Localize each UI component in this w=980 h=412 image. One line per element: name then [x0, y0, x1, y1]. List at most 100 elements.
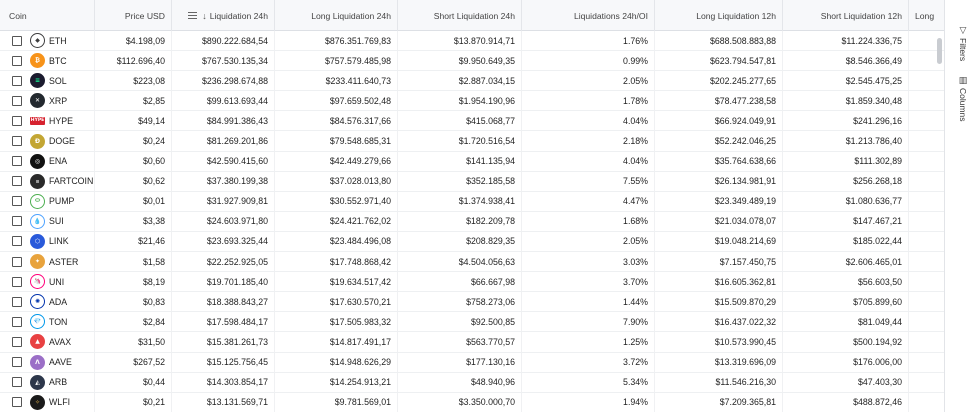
table-row[interactable]: Ð DOGE $0,24 $81.269.201,86 $79.548.685,31 $1… — [0, 131, 944, 152]
cell-short-liquidation-12h: $8.546.366,49 — [783, 51, 909, 71]
row-select-checkbox[interactable] — [12, 377, 22, 388]
table-row[interactable]: ⬭ PUMP $0,01 $31.927.909,81 $30.552.971,40 $1… — [0, 191, 944, 212]
row-select-checkbox[interactable] — [12, 35, 22, 46]
table-row[interactable]: ₿ BTC $112.696,40 $767.530.135,34 $757.579.4… — [0, 51, 944, 72]
filters-tab[interactable]: ▽ Filters — [951, 25, 975, 62]
row-select-checkbox[interactable] — [12, 276, 22, 287]
cell-coin: 💧 SUI — [0, 211, 95, 231]
ada-logo-icon: ✺ — [30, 294, 45, 310]
cell-short-liquidation-12h: $241.296,16 — [783, 111, 909, 131]
cell-long-liquidation-24h: $17.505.983,32 — [275, 312, 398, 332]
cell-long-liquidation-12h: $16.437.022,32 — [655, 312, 783, 332]
cell-liquidations-oi: 1.78% — [522, 91, 655, 111]
cell-price: $49,14 — [95, 111, 172, 131]
row-select-checkbox[interactable] — [12, 216, 22, 227]
row-select-checkbox[interactable] — [12, 75, 22, 86]
header-coin[interactable]: Coin — [0, 0, 95, 31]
aster-logo-icon: ✦ — [30, 254, 45, 270]
table-row[interactable]: ✺ ADA $0,83 $18.388.843,27 $17.630.570,21 $75… — [0, 292, 944, 313]
cell-long-liquidation-12h: $35.764.638,66 — [655, 151, 783, 171]
cell-price: $2,84 — [95, 312, 172, 332]
row-select-checkbox[interactable] — [12, 95, 22, 106]
cell-short-liquidation-24h: $352.185,58 — [398, 171, 522, 191]
cell-short-liquidation-24h: $177.130,16 — [398, 352, 522, 372]
row-select-checkbox[interactable] — [12, 256, 22, 267]
cell-price: $0,21 — [95, 392, 172, 412]
cell-long-liquidation-12h: $15.509.870,29 — [655, 292, 783, 312]
coin-symbol: AAVE — [49, 357, 72, 368]
cell-liquidation-24h: $13.131.569,71 — [172, 392, 275, 412]
row-select-checkbox[interactable] — [12, 236, 22, 247]
header-price-usd[interactable]: Price USD — [95, 0, 172, 31]
column-menu-icon[interactable] — [188, 12, 198, 19]
wlfi-logo-icon: ✧ — [30, 394, 45, 410]
avax-logo-icon: ▲ — [30, 334, 45, 350]
table-row[interactable]: 💎 TON $2,84 $17.598.484,17 $17.505.983,32 $92… — [0, 312, 944, 333]
table-row[interactable]: ◎ ENA $0,60 $42.590.415,60 $42.449.279,66 $14… — [0, 151, 944, 172]
header-short-liquidation-24h[interactable]: Short Liquidation 24h — [398, 0, 522, 31]
table-row[interactable]: ◆ ETH $4.198,09 $890.222.684,54 $876.351.769… — [0, 31, 944, 52]
table-row[interactable]: ⬡ LINK $21,46 $23.693.325,44 $23.484.496,08 $… — [0, 231, 944, 253]
row-select-checkbox[interactable] — [12, 336, 22, 347]
cell-liquidation-24h: $17.598.484,17 — [172, 312, 275, 332]
ena-logo-icon: ◎ — [30, 153, 45, 169]
cell-truncated — [909, 172, 944, 191]
row-select-checkbox[interactable] — [12, 196, 22, 207]
row-select-checkbox[interactable] — [12, 55, 22, 66]
table-row[interactable]: 🦄 UNI $8,19 $19.701.185,40 $19.634.517,42 $66… — [0, 272, 944, 293]
coin-symbol: XRP — [49, 95, 68, 106]
cell-truncated — [909, 152, 944, 171]
cell-price: $8,19 — [95, 272, 172, 292]
header-long12-label: Long Liquidation 12h — [696, 10, 776, 21]
table-row[interactable]: ▲ AVAX $31,50 $15.381.261,73 $14.817.491,17 $… — [0, 332, 944, 353]
filter-funnel-icon: ▽ — [959, 25, 967, 35]
sui-logo-icon: 💧 — [30, 213, 45, 229]
table-row[interactable]: ✦ ASTER $1,58 $22.252.925,05 $17.748.868,42 $… — [0, 252, 944, 273]
cell-long-liquidation-12h: $19.048.214,69 — [655, 231, 783, 252]
header-long-liquidation-12h[interactable]: Long Liquidation 12h — [655, 0, 783, 31]
header-short-liquidation-12h[interactable]: Short Liquidation 12h — [783, 0, 909, 31]
vertical-scrollbar-thumb[interactable] — [937, 38, 942, 64]
header-long-liquidation-24h[interactable]: Long Liquidation 24h — [275, 0, 398, 31]
coin-symbol: PUMP — [49, 196, 75, 207]
cell-price: $4.198,09 — [95, 31, 172, 51]
cell-short-liquidation-24h: $208.829,35 — [398, 231, 522, 252]
row-select-checkbox[interactable] — [12, 136, 22, 147]
row-select-checkbox[interactable] — [12, 296, 22, 307]
cell-price: $31,50 — [95, 332, 172, 352]
table-row[interactable]: ✕ XRP $2,85 $99.613.693,44 $97.659.502,48 $1.… — [0, 91, 944, 112]
row-select-checkbox[interactable] — [12, 115, 22, 126]
grid-header: Coin Price USD ↓ Liquidation 24h Long Li… — [0, 0, 944, 31]
cell-liquidation-24h: $37.380.199,38 — [172, 171, 275, 191]
table-row[interactable]: ▪ FARTCOIN $0,62 $37.380.199,38 $37.028.013,… — [0, 171, 944, 192]
table-row[interactable]: ≡ SOL $223,08 $236.298.674,88 $233.411.640,7… — [0, 71, 944, 92]
row-select-checkbox[interactable] — [12, 397, 22, 408]
table-row[interactable]: ✧ WLFI $0,21 $13.131.569,71 $9.781.569,01 $3.… — [0, 392, 944, 412]
cell-long-liquidation-12h: $13.319.696,09 — [655, 352, 783, 372]
cell-price: $0,01 — [95, 191, 172, 211]
cell-short-liquidation-12h: $1.213.786,40 — [783, 131, 909, 151]
row-select-checkbox[interactable] — [12, 316, 22, 327]
table-row[interactable]: 💧 SUI $3,38 $24.603.971,80 $24.421.762,02 $18… — [0, 211, 944, 232]
header-long-liquidation-truncated[interactable]: Long — [909, 0, 944, 31]
aave-logo-icon: Λ — [30, 354, 45, 370]
row-select-checkbox[interactable] — [12, 357, 22, 368]
cell-truncated — [909, 71, 944, 90]
columns-tab[interactable]: ▥ Columns — [951, 76, 975, 122]
row-select-checkbox[interactable] — [12, 176, 22, 187]
row-select-checkbox[interactable] — [12, 156, 22, 167]
cell-liquidations-oi: 1.94% — [522, 392, 655, 412]
header-liquidation-24h[interactable]: ↓ Liquidation 24h — [172, 0, 275, 31]
table-row[interactable]: ◭ ARB $0,44 $14.303.854,17 $14.254.913,21 $48… — [0, 372, 944, 393]
table-row[interactable]: Λ AAVE $267,52 $15.125.756,45 $14.948.626,29… — [0, 352, 944, 373]
cell-coin: ◎ ENA — [0, 151, 95, 171]
header-liquidations-oi[interactable]: Liquidations 24h/OI — [522, 0, 655, 31]
cell-liquidation-24h: $22.252.925,05 — [172, 252, 275, 272]
cell-short-liquidation-24h: $141.135,94 — [398, 151, 522, 171]
cell-short-liquidation-24h: $13.870.914,71 — [398, 31, 522, 51]
table-row[interactable]: HYPE HYPE $49,14 $84.991.386,43 $84.576.317,… — [0, 111, 944, 132]
cell-short-liquidation-24h: $3.350.000,70 — [398, 392, 522, 412]
cell-short-liquidation-12h: $81.049,44 — [783, 312, 909, 332]
cell-short-liquidation-24h: $182.209,78 — [398, 211, 522, 231]
cell-liquidations-oi: 3.70% — [522, 272, 655, 292]
